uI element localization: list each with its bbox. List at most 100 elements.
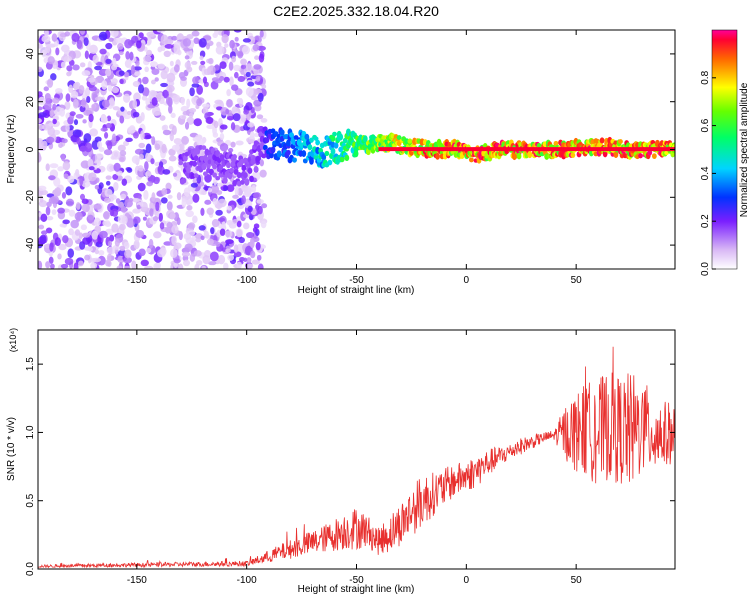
heatmap-cell [134, 148, 144, 155]
heatmap-cell [250, 95, 258, 101]
heatmap-cell [256, 254, 262, 261]
heatmap-cell [217, 182, 224, 187]
y-tick-label: 0.0 [25, 562, 36, 576]
heatmap-cell [160, 82, 168, 88]
heatmap-cell [205, 42, 210, 50]
heatmap-cell [76, 39, 83, 49]
heatmap-cell [119, 115, 125, 124]
heatmap-cell [237, 75, 246, 82]
heatmap-cell [243, 222, 250, 230]
heatmap-cell [215, 45, 225, 55]
heatmap-cell [127, 126, 136, 134]
heatmap-cell [162, 169, 171, 175]
heatmap-cell [75, 169, 80, 177]
heatmap-cell [176, 192, 182, 201]
heatmap-cell [202, 255, 211, 265]
heatmap-cell [73, 262, 79, 269]
heatmap-cell [286, 149, 291, 156]
heatmap-cell [189, 253, 196, 262]
heatmap-cell [242, 38, 252, 43]
heatmap-cell [54, 187, 62, 197]
heatmap-cell [170, 248, 178, 258]
heatmap-cell [144, 161, 149, 171]
heatmap-cell [222, 177, 228, 184]
heatmap-cell [172, 94, 181, 103]
heatmap-cell [121, 215, 128, 225]
heatmap-cell [41, 230, 48, 235]
heatmap-cell [142, 216, 147, 221]
heatmap-cell [226, 219, 234, 226]
heatmap-cell [71, 32, 80, 43]
heatmap-cell [165, 96, 171, 105]
heatmap-cell [162, 89, 170, 99]
heatmap-cell [111, 208, 119, 217]
heatmap-cell [238, 237, 245, 244]
heatmap-cell [292, 157, 297, 163]
heatmap-cell [435, 152, 440, 160]
heatmap-cell [123, 256, 132, 264]
heatmap-cell [226, 184, 235, 192]
heatmap-cell [111, 223, 119, 233]
heatmap-cell [111, 86, 120, 94]
heatmap-cell [226, 89, 231, 97]
heatmap-cell [79, 175, 84, 186]
heatmap-cell [181, 177, 187, 184]
spectrogram-x-label: Height of straight line (km) [298, 285, 415, 296]
heatmap-cell [353, 149, 359, 158]
heatmap-cell [89, 128, 99, 137]
heatmap-cell [118, 51, 124, 56]
heatmap-cell [104, 188, 113, 198]
heatmap-cell [39, 46, 48, 56]
heatmap-cell [160, 70, 168, 80]
heatmap-cell [49, 110, 54, 117]
colorbar-label: Normalized spectral amplitude [739, 82, 750, 217]
heatmap-cell [75, 202, 81, 210]
heatmap-cell [45, 136, 55, 144]
heatmap-cell [171, 144, 180, 151]
x-tick-label: -50 [349, 275, 364, 286]
heatmap-cell [468, 157, 474, 163]
heatmap-cell [79, 193, 86, 201]
x-tick-label: -150 [127, 575, 147, 586]
heatmap-cell [110, 30, 119, 38]
heatmap-cell [120, 205, 127, 213]
heatmap-cell [70, 90, 79, 99]
heatmap-cell [257, 92, 264, 103]
heatmap-cell [62, 235, 69, 244]
heatmap-cell [200, 207, 205, 217]
heatmap-cell [229, 168, 234, 173]
heatmap-cell [122, 93, 131, 103]
heatmap-cell [76, 137, 82, 145]
heatmap-cell [191, 30, 200, 37]
heatmap-cell [173, 242, 182, 250]
heatmap-cell [226, 162, 231, 169]
heatmap-cell [212, 197, 218, 205]
heatmap-cell [150, 90, 158, 97]
heatmap-cell [106, 140, 113, 150]
heatmap-cell [244, 178, 250, 185]
heatmap-cell [226, 99, 233, 108]
heatmap-cell [186, 98, 191, 109]
y-tick-label: 20 [25, 96, 36, 108]
heatmap-cell [98, 31, 108, 41]
heatmap-cell [126, 110, 132, 115]
heatmap-cell [52, 97, 60, 104]
heatmap-cell [180, 76, 187, 81]
heatmap-cell [72, 82, 79, 90]
heatmap-cell [68, 84, 74, 94]
heatmap-cell [135, 229, 145, 238]
heatmap-cell [100, 115, 108, 124]
heatmap-cell [223, 262, 229, 269]
heatmap-cell [279, 129, 285, 136]
heatmap-cell [156, 93, 162, 102]
heatmap-cell [65, 124, 70, 133]
heatmap-cell [304, 133, 310, 140]
heatmap-cell [61, 153, 66, 162]
heatmap-cell [254, 55, 260, 60]
heatmap-cell [46, 201, 52, 208]
heatmap-cell [183, 187, 191, 197]
heatmap-cell [235, 140, 244, 146]
heatmap-cell [243, 109, 249, 115]
heatmap-cell [172, 172, 178, 177]
heatmap-cell [181, 198, 187, 208]
